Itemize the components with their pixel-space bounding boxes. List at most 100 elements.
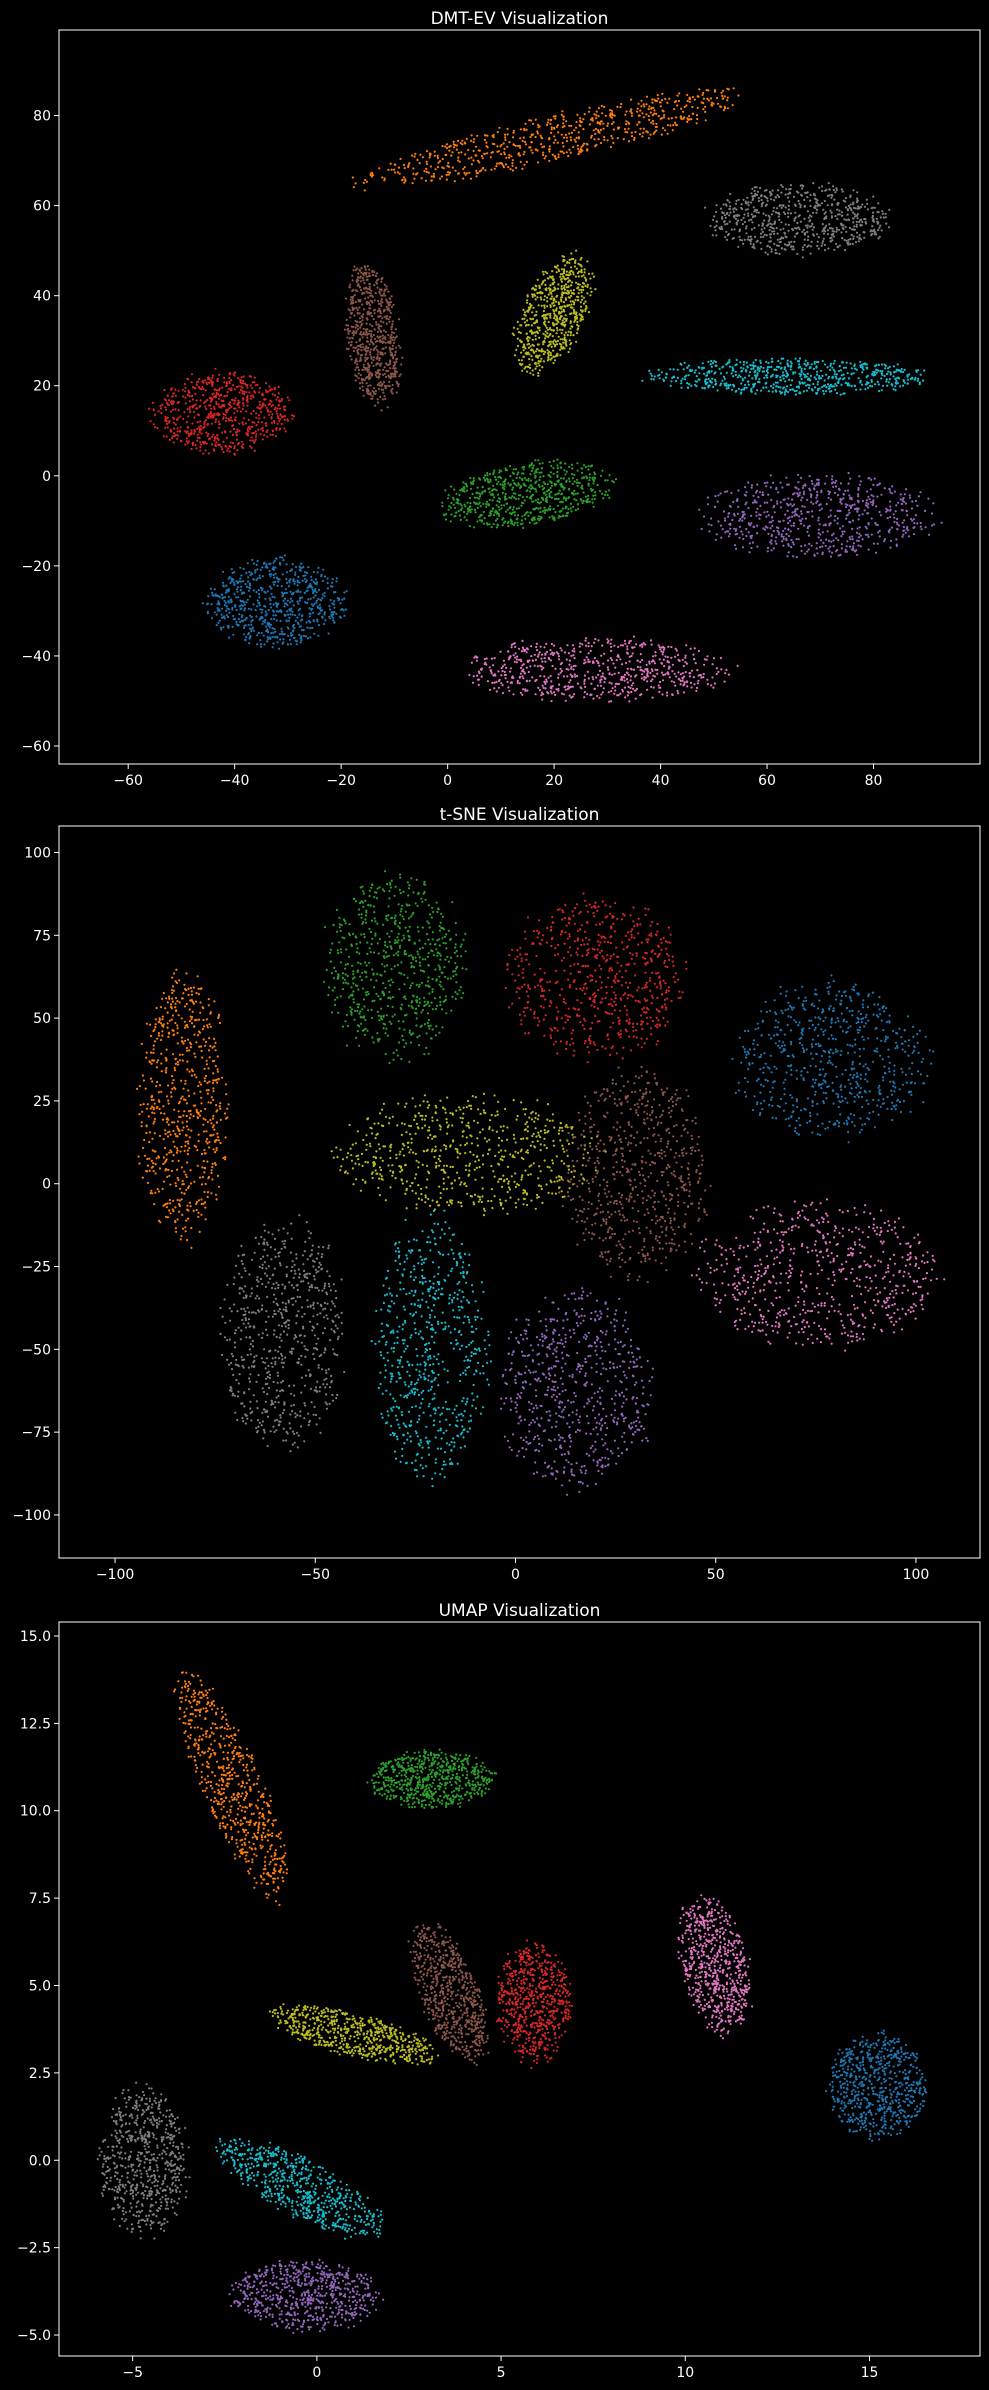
data-point	[251, 425, 254, 428]
data-point	[539, 511, 542, 514]
data-point	[834, 550, 838, 553]
data-point	[484, 169, 487, 172]
data-point	[710, 104, 714, 107]
data-point	[371, 273, 374, 276]
data-point	[714, 505, 717, 508]
data-point	[556, 329, 559, 332]
data-point	[532, 351, 535, 354]
data-point	[345, 297, 348, 300]
data-point	[707, 89, 710, 92]
data-point	[912, 526, 915, 530]
data-point	[587, 500, 590, 503]
data-point	[808, 386, 811, 390]
data-point	[201, 426, 204, 429]
data-point	[589, 287, 592, 290]
data-point	[291, 417, 294, 420]
data-point	[582, 118, 585, 121]
data-point	[726, 107, 730, 110]
data-point	[366, 340, 369, 343]
data-point	[838, 365, 841, 368]
data-point	[514, 497, 518, 500]
data-point	[776, 232, 779, 235]
data-point	[572, 308, 576, 311]
data-point	[208, 404, 211, 407]
data-point	[352, 346, 355, 349]
data-point	[563, 338, 566, 341]
data-point	[770, 539, 773, 542]
data-point	[508, 141, 511, 144]
data-point	[653, 375, 656, 378]
data-point	[152, 409, 155, 412]
data-point	[688, 383, 691, 386]
data-point	[800, 194, 804, 197]
data-point	[762, 235, 765, 239]
data-point	[816, 240, 819, 243]
data-point	[467, 148, 470, 152]
data-point	[806, 210, 810, 213]
data-point	[860, 238, 863, 241]
data-point	[695, 114, 699, 117]
data-point	[469, 502, 472, 505]
data-point	[851, 242, 855, 245]
data-point	[852, 217, 855, 220]
data-point	[783, 391, 786, 394]
data-point	[371, 174, 375, 177]
data-point	[383, 372, 386, 375]
data-point	[852, 228, 855, 231]
data-point	[367, 275, 370, 278]
data-point	[460, 507, 464, 510]
data-point	[584, 284, 587, 287]
data-point	[877, 531, 880, 534]
data-point	[565, 292, 568, 295]
data-point	[591, 272, 594, 275]
data-point	[773, 220, 777, 223]
data-point	[173, 417, 176, 420]
data-point	[194, 392, 197, 395]
data-point	[807, 235, 810, 238]
data-point	[564, 507, 567, 510]
data-point	[460, 151, 463, 154]
data-point	[199, 404, 202, 407]
data-point	[811, 228, 814, 231]
data-point	[534, 118, 537, 121]
data-point	[780, 366, 783, 370]
data-point	[588, 500, 591, 503]
data-point	[856, 510, 859, 513]
data-point	[378, 328, 381, 331]
cluster-4	[511, 249, 597, 377]
data-point	[609, 109, 612, 112]
data-point	[377, 299, 380, 303]
data-point	[574, 319, 577, 322]
data-point	[738, 525, 742, 528]
data-point	[777, 215, 780, 218]
data-point	[774, 248, 777, 251]
data-point	[604, 490, 608, 493]
data-point	[359, 289, 362, 292]
data-point	[264, 422, 267, 425]
data-point	[849, 538, 852, 541]
data-point	[473, 496, 476, 499]
data-point	[772, 529, 776, 533]
data-point	[531, 358, 534, 361]
data-point	[714, 371, 717, 374]
data-point	[555, 326, 559, 330]
data-point	[629, 110, 632, 113]
data-point	[356, 308, 359, 312]
data-point	[366, 336, 369, 339]
data-point	[836, 213, 840, 216]
data-point	[463, 503, 466, 506]
data-point	[365, 322, 368, 325]
data-point	[385, 322, 388, 325]
data-point	[218, 443, 221, 446]
data-point	[804, 373, 807, 377]
data-point	[470, 134, 473, 137]
data-point	[713, 215, 716, 218]
data-point	[382, 391, 385, 394]
data-point	[378, 292, 381, 295]
data-point	[795, 538, 798, 541]
data-point	[531, 486, 534, 489]
data-point	[780, 533, 783, 536]
data-point	[822, 208, 825, 211]
data-point	[589, 465, 592, 468]
data-point	[745, 370, 748, 373]
